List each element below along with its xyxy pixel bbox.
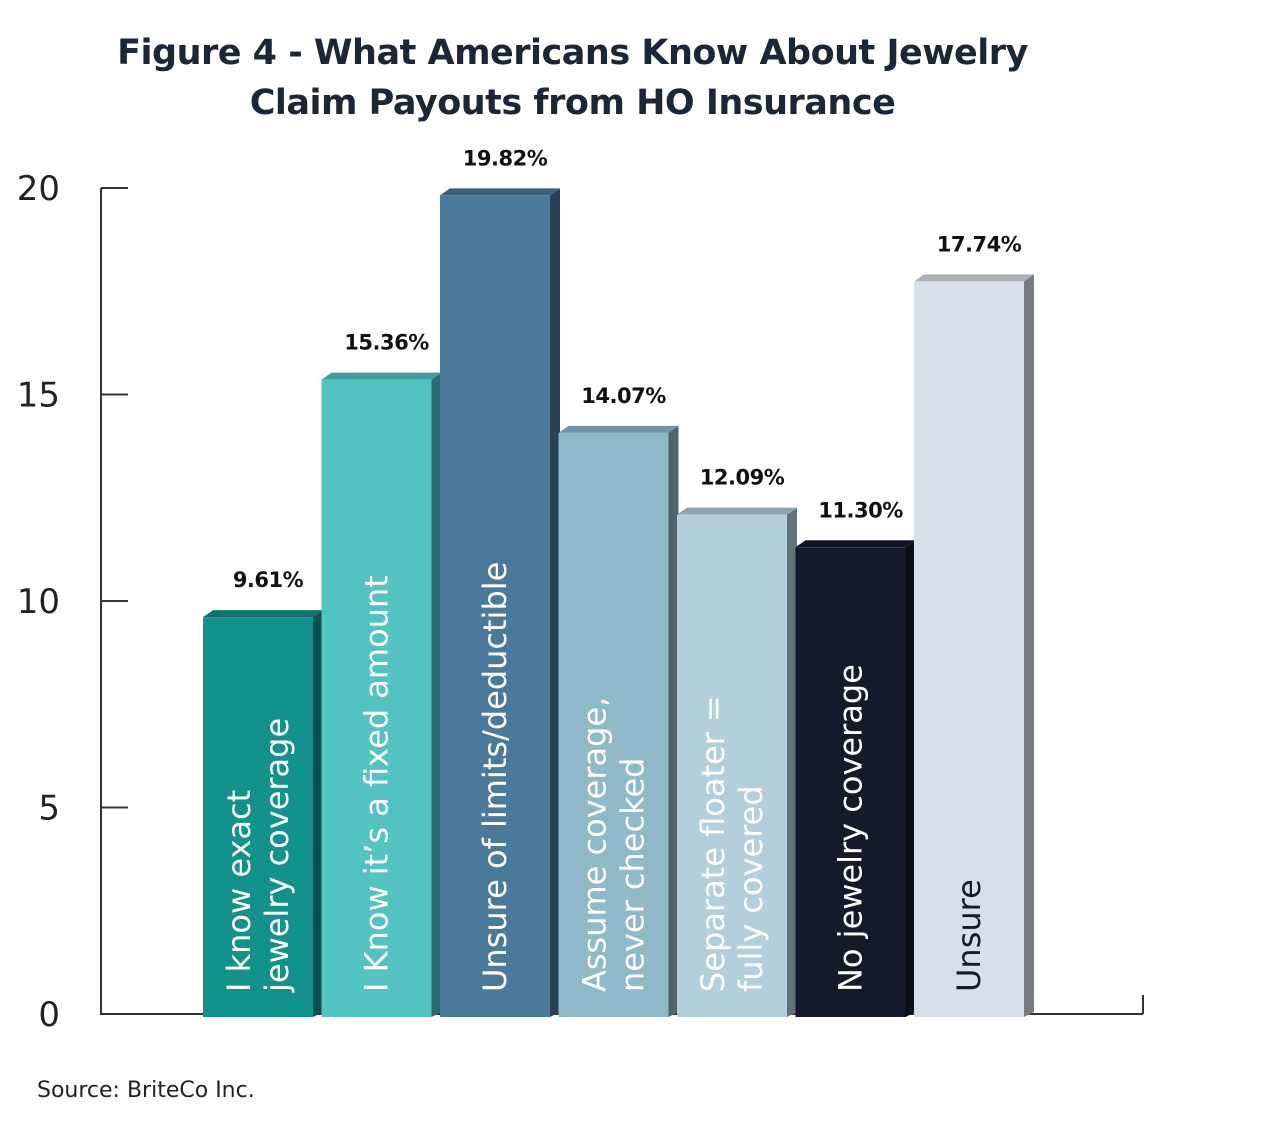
bar <box>558 432 669 1017</box>
category-label: Separate floater = <box>694 695 732 992</box>
data-label: 17.74% <box>937 232 1022 256</box>
category-label: fully covered <box>732 785 770 992</box>
bar-side <box>313 610 323 1017</box>
category-label: jewelry coverage <box>258 718 296 993</box>
bar-group: 9.61% I know exact jewelry coverage <box>203 568 323 1017</box>
bar <box>795 547 906 1017</box>
category-label: Assume coverage, <box>576 697 614 992</box>
data-label: 15.36% <box>344 331 429 355</box>
y-tick-label: 15 <box>17 376 60 416</box>
bar-top <box>914 274 1034 282</box>
bar <box>677 514 787 1017</box>
category-label: Unsure <box>950 879 988 992</box>
data-label: 12.09% <box>700 466 785 490</box>
bar <box>914 281 1024 1017</box>
bar-side <box>787 507 797 1017</box>
y-tick-label: 20 <box>17 169 60 209</box>
bar-group: 11.30% No jewelry coverage <box>795 498 916 1017</box>
data-label: 9.61% <box>233 568 304 592</box>
bar <box>203 617 313 1017</box>
bar <box>321 379 432 1018</box>
bar-group: 12.09% Separate floater = fully covered <box>677 466 797 1017</box>
bar-group: 17.74% Unsure <box>914 232 1034 1017</box>
source-note: Source: BriteCo Inc. <box>37 1078 255 1103</box>
y-tick-label: 10 <box>17 582 60 622</box>
data-label: 19.82% <box>463 146 548 170</box>
category-label: I know exact <box>220 790 258 992</box>
y-tick-label: 5 <box>38 789 60 829</box>
bar-group: 15.36% I Know it’s a fixed amount <box>321 331 442 1018</box>
bar-top <box>795 540 916 548</box>
bar-group: 19.82% Unsure of limits/deductible <box>440 146 560 1017</box>
bar-side <box>550 188 560 1017</box>
bar-side <box>905 540 916 1017</box>
bar-side <box>431 372 442 1018</box>
chart-title-line: Claim Payouts from HO Insurance <box>249 83 896 123</box>
bar-top <box>203 610 323 618</box>
bar-top <box>558 425 679 433</box>
data-label: 11.30% <box>818 498 903 522</box>
category-label: Unsure of limits/deductible <box>476 562 514 992</box>
y-tick-label: 0 <box>38 995 60 1035</box>
category-label: I Know it’s a fixed amount <box>358 575 396 992</box>
bar <box>440 195 550 1017</box>
bar-top <box>440 188 560 196</box>
category-label: never checked <box>614 758 652 992</box>
chart-title-line: Figure 4 - What Americans Know About Jew… <box>117 33 1028 73</box>
bar-top <box>321 372 442 380</box>
chart-title: Figure 4 - What Americans Know About Jew… <box>0 28 1145 128</box>
bar-top <box>677 507 797 515</box>
category-label: No jewelry coverage <box>832 664 870 992</box>
bar-side <box>1024 274 1034 1017</box>
bar-group: 14.07% Assume coverage, never checked <box>558 384 679 1017</box>
bar-side <box>668 425 679 1017</box>
data-label: 14.07% <box>581 384 666 408</box>
